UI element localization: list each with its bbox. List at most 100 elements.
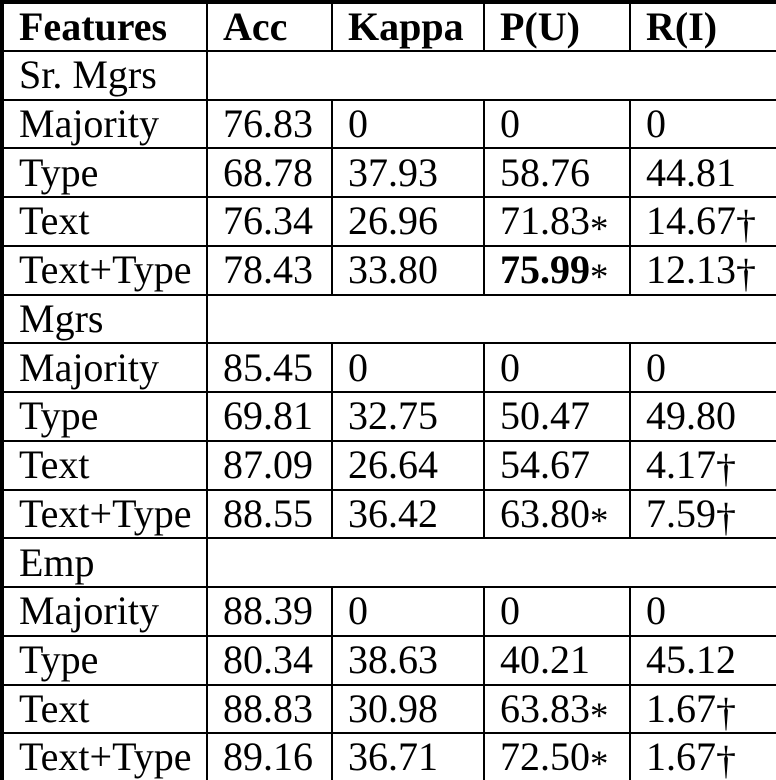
- asterisk-marker: *: [590, 207, 609, 246]
- section-label-emp: Emp: [1, 537, 208, 588]
- value-cell: 14.67†: [629, 196, 776, 247]
- metric-value: 0: [348, 588, 368, 634]
- feature-cell: Text: [1, 439, 208, 491]
- value-cell: 26.96: [331, 196, 485, 247]
- dagger-marker: †: [716, 494, 736, 539]
- value-cell: 80.34: [206, 634, 333, 686]
- metric-value: 75.99: [500, 247, 590, 293]
- column-header-p-u: P(U): [483, 1, 631, 52]
- value-cell: 26.64: [331, 439, 485, 491]
- asterisk-marker: *: [590, 500, 609, 539]
- value-cell: 63.80*: [483, 488, 631, 540]
- metric-value: 0: [646, 344, 666, 390]
- value-cell: 0: [629, 586, 776, 637]
- metric-value: 36.71: [348, 734, 438, 780]
- value-cell: 0: [483, 586, 631, 637]
- value-cell: 1.67†: [629, 732, 776, 780]
- feature-cell: Majority: [1, 98, 208, 150]
- data-row-mgrs-majority: Majority 85.45 0 0 0: [1, 342, 776, 393]
- value-cell: 0: [331, 586, 485, 637]
- feature-cell: Majority: [1, 586, 208, 637]
- data-row-sr-mgrs-text: Text 76.34 26.96 71.83* 14.67†: [1, 196, 776, 247]
- value-cell: 1.67†: [629, 683, 776, 735]
- metric-value: 0: [500, 588, 520, 634]
- metric-value: 50.47: [500, 393, 590, 439]
- metric-value: 71.83: [500, 198, 590, 244]
- metric-value: 87.09: [223, 442, 313, 488]
- section-row-mgrs: Mgrs: [1, 293, 776, 345]
- metric-value: 26.96: [348, 198, 438, 244]
- metric-value: 63.80: [500, 490, 590, 536]
- column-header-r-i: R(I): [629, 1, 776, 52]
- feature-cell: Text+Type: [1, 488, 208, 540]
- metric-value: 63.83: [500, 685, 590, 731]
- value-cell: 33.80: [331, 244, 485, 296]
- value-cell: 88.83: [206, 683, 333, 735]
- feature-cell: Text+Type: [1, 732, 208, 780]
- value-cell: 69.81: [206, 391, 333, 442]
- metric-value: 72.50: [500, 734, 590, 780]
- data-row-emp-text: Text 88.83 30.98 63.83* 1.67†: [1, 683, 776, 735]
- section-row-emp: Emp: [1, 537, 776, 588]
- dagger-marker: †: [736, 202, 756, 246]
- dagger-marker: †: [716, 689, 736, 734]
- metric-value: 58.76: [500, 149, 590, 195]
- value-cell: 40.21: [483, 634, 631, 686]
- data-row-emp-type: Type 80.34 38.63 40.21 45.12: [1, 634, 776, 686]
- metric-value: 45.12: [646, 637, 736, 683]
- value-cell: 76.34: [206, 196, 333, 247]
- metric-value: 69.81: [223, 393, 313, 439]
- value-cell: 0: [331, 342, 485, 393]
- metric-value: 88.39: [223, 588, 313, 634]
- feature-cell: Majority: [1, 342, 208, 393]
- metric-value: 1.67: [646, 685, 716, 731]
- value-cell: 89.16: [206, 732, 333, 780]
- feature-cell: Text: [1, 683, 208, 735]
- dagger-marker: †: [736, 251, 756, 295]
- section-empty-cell: [206, 293, 776, 345]
- metric-value: 0: [500, 344, 520, 390]
- value-cell: 85.45: [206, 342, 333, 393]
- value-cell: 7.59†: [629, 488, 776, 540]
- metric-value: 40.21: [500, 637, 590, 683]
- section-label-mgrs: Mgrs: [1, 293, 208, 345]
- metric-value: 14.67: [646, 198, 736, 244]
- metric-value: 89.16: [223, 734, 313, 780]
- metric-value: 30.98: [348, 685, 438, 731]
- value-cell: 36.71: [331, 732, 485, 780]
- feature-cell: Type: [1, 391, 208, 442]
- metric-value: 4.17: [646, 442, 716, 488]
- dagger-marker: †: [716, 446, 736, 490]
- value-cell: 54.67: [483, 439, 631, 491]
- value-cell: 63.83*: [483, 683, 631, 735]
- value-cell: 76.83: [206, 98, 333, 150]
- metric-value: 0: [348, 344, 368, 390]
- value-cell: 32.75: [331, 391, 485, 442]
- metric-value: 88.55: [223, 490, 313, 536]
- feature-cell: Type: [1, 147, 208, 198]
- section-row-sr-mgrs: Sr. Mgrs: [1, 49, 776, 101]
- value-cell: 0: [331, 98, 485, 150]
- metric-value: 85.45: [223, 344, 313, 390]
- feature-cell: Type: [1, 634, 208, 686]
- value-cell: 88.39: [206, 586, 333, 637]
- value-cell: 87.09: [206, 439, 333, 491]
- column-header-kappa: Kappa: [331, 1, 485, 52]
- feature-cell: Text+Type: [1, 244, 208, 296]
- metric-value: 1.67: [646, 734, 716, 780]
- data-row-sr-mgrs-text-type: Text+Type 78.43 33.80 75.99* 12.13†: [1, 244, 776, 296]
- value-cell: 12.13†: [629, 244, 776, 296]
- asterisk-marker: *: [590, 695, 609, 734]
- value-cell: 0: [483, 98, 631, 150]
- metric-value: 78.43: [223, 247, 313, 293]
- metric-value: 36.42: [348, 490, 438, 536]
- metric-value: 26.64: [348, 442, 438, 488]
- value-cell: 45.12: [629, 634, 776, 686]
- value-cell: 36.42: [331, 488, 485, 540]
- metric-value: 7.59: [646, 490, 716, 536]
- metric-value: 80.34: [223, 637, 313, 683]
- data-row-mgrs-type: Type 69.81 32.75 50.47 49.80: [1, 391, 776, 442]
- data-row-emp-text-type: Text+Type 89.16 36.71 72.50* 1.67†: [1, 732, 776, 780]
